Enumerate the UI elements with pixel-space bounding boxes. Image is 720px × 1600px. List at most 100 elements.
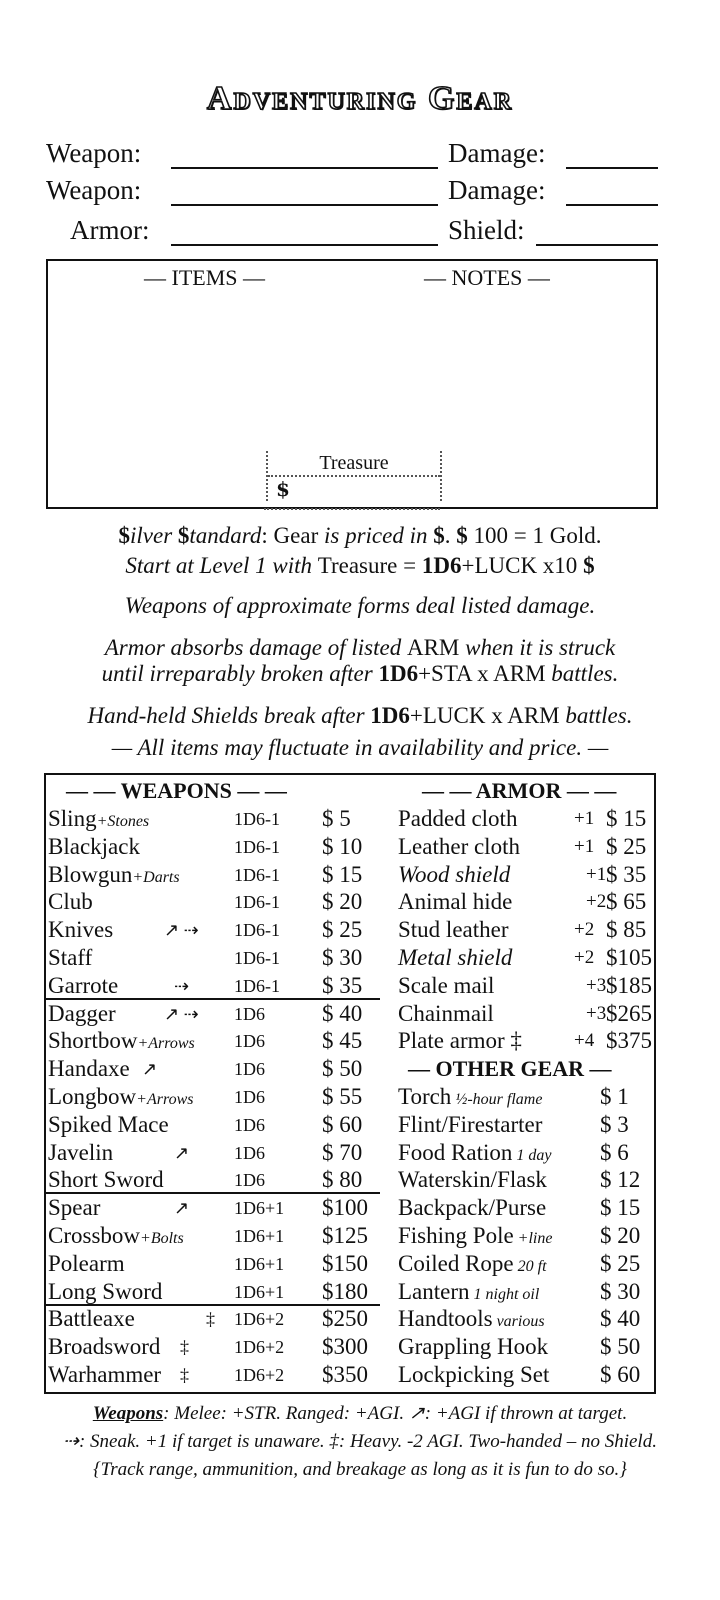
weapon-row: Polearm 1D6+1 $150 [46,1250,654,1278]
armor-name: Wood shield [398,861,511,887]
field-input-line[interactable] [171,167,438,169]
items-notes-box[interactable]: — ITEMS — — NOTES — Treasure $ [46,259,658,509]
items-heading: — ITEMS — [144,265,265,290]
weapon-damage: 1D6-1 [234,892,280,913]
weapon-row: Blowgun+Darts 1D6-1 $ 15 [46,861,654,889]
weapon-price: $250 [322,1306,368,1332]
weapon-price: $ 25 [322,917,363,943]
weapon-symbol-icon: ‡ [180,1337,189,1358]
weapon-price: $350 [322,1362,368,1387]
gear-name: Backpack/Purse [398,1195,547,1221]
other-gear-header: — OTHER GEAR — [408,1056,612,1082]
weapon-damage: 1D6-1 [234,948,280,968]
field-row: Armor: Shield: [46,214,658,250]
weapon-row: Shortbow+Arrows 1D6 $ 45 [46,1027,654,1055]
weapon-symbol-icon: ‡ [206,1309,215,1330]
armor-value: +2 [574,919,595,941]
weapon-name: Broadsword [48,1334,161,1360]
weapon-row: Warhammer ‡ 1D6+2 $350 [46,1361,654,1389]
weapon-row: Handaxe ↗ 1D6 $ 50 [46,1055,654,1083]
weapon-damage: 1D6 [234,1114,265,1135]
weapon-price: $ 55 [322,1084,363,1109]
weapon-row: Dagger ↗ ⇢ 1D6 $ 40 [46,1000,654,1028]
rule-weapons: Weapons of approximate forms deal listed… [124,593,596,618]
weapon-price: $ 50 [322,1056,363,1082]
weapon-damage: 1D6-1 [234,864,280,885]
rule-availability: — All items may fluctuate in availabilit… [111,735,609,760]
weapon-name: Shortbow+Arrows [48,1028,195,1054]
armor-name: Metal shield [398,945,513,970]
gear-name: Fishing Pole +line [398,1223,553,1248]
weapon-row: Javelin ↗ 1D6 $ 70 [46,1139,654,1167]
field-input-line[interactable] [566,167,658,169]
weapon-name: Spear [48,1195,101,1221]
weapon-damage: 1D6-1 [234,920,280,941]
weapon-name: Sling+Stones [48,806,150,831]
weapon-row: Longbow+Arrows 1D6 $ 55 [46,1083,654,1111]
field-input-line[interactable] [536,244,658,246]
weapon-row: Blackjack 1D6-1 $ 10 [46,833,654,861]
weapon-name: Long Sword [48,1278,163,1304]
gear-name: Flint/Firestarter [398,1111,543,1137]
weapon-name: Battleaxe [48,1306,135,1332]
weapon-name: Javelin [48,1139,114,1165]
weapon-name: Crossbow+Bolts [48,1223,184,1248]
weapon-damage: 1D6 [234,1031,265,1052]
gear-price: $ 15 [600,1195,641,1221]
weapon-price: $125 [322,1223,368,1248]
field-row: Weapon: Damage: [46,174,658,210]
gear-price: $ 20 [600,1223,641,1248]
treasure-field[interactable]: Treasure $ [266,451,442,501]
weapon-row: Battleaxe ‡ 1D6+2 $250 [46,1305,654,1333]
armor-price: $375 [606,1028,652,1054]
treasure-divider [264,508,440,510]
weapon-damage: 1D6-1 [234,836,280,857]
weapon-name: Blowgun+Darts [48,861,180,887]
weapon-symbol-icon: ↗ [174,1142,190,1163]
group-divider [46,1166,380,1195]
weapon-name: Spiked Mace [48,1111,169,1137]
armor-price: $ 15 [606,806,647,831]
armor-name: Animal hide [398,889,513,915]
field-input-line[interactable] [171,244,438,246]
weapon-damage: 1D6 [234,1142,265,1163]
field-label: Weapon: [46,175,142,205]
weapon-price: $ 60 [322,1111,363,1137]
gear-name: Grappling Hook [398,1334,549,1360]
weapon-damage: 1D6+2 [234,1309,285,1330]
weapon-price: $ 20 [322,889,363,915]
armor-value: +1 [574,808,595,829]
weapon-name: Garrote [48,972,119,998]
weapon-price: $150 [322,1250,368,1276]
gear-price: $ 12 [600,1167,641,1193]
field-input-line[interactable] [566,204,658,206]
gear-price: $ 60 [600,1362,641,1387]
armor-name: Stud leather [398,917,509,943]
weapon-name: Polearm [48,1250,125,1276]
rule-start-treasure: Start at Level 1 with Treasure = 1D6+LUC… [125,553,595,578]
weapon-row: Knives ↗ ⇢ 1D6-1 $ 25 [46,916,654,944]
armor-value: +3 [586,1002,607,1024]
armor-price: $105 [606,945,652,970]
weapon-damage: 1D6+2 [234,1337,285,1358]
gear-price: $ 25 [600,1250,641,1276]
weapon-price: $ 80 [322,1167,363,1193]
weapon-price: $ 45 [322,1028,363,1054]
armor-price: $ 35 [606,861,647,887]
weapon-price: $ 40 [322,1000,363,1026]
armor-value: +4 [574,1030,595,1052]
weapon-name: Dagger [48,1000,116,1026]
weapon-damage: 1D6 [234,1059,265,1080]
weapon-price: $300 [322,1334,368,1360]
weapon-damage: 1D6+1 [234,1198,285,1219]
armor-price: $185 [606,972,652,998]
weapon-damage: 1D6-1 [234,809,280,829]
weapon-symbol-icon: ↗ [142,1059,158,1080]
currency-symbol: $ [276,477,290,501]
field-input-line[interactable] [171,204,438,206]
armor-name: Padded cloth [398,806,518,831]
weapon-damage: 1D6+1 [234,1253,285,1274]
weapon-damage: 1D6 [234,1087,265,1107]
armor-value: +1 [586,863,607,885]
rule-armor: Armor absorbs damage of listed ARM when … [104,635,616,660]
